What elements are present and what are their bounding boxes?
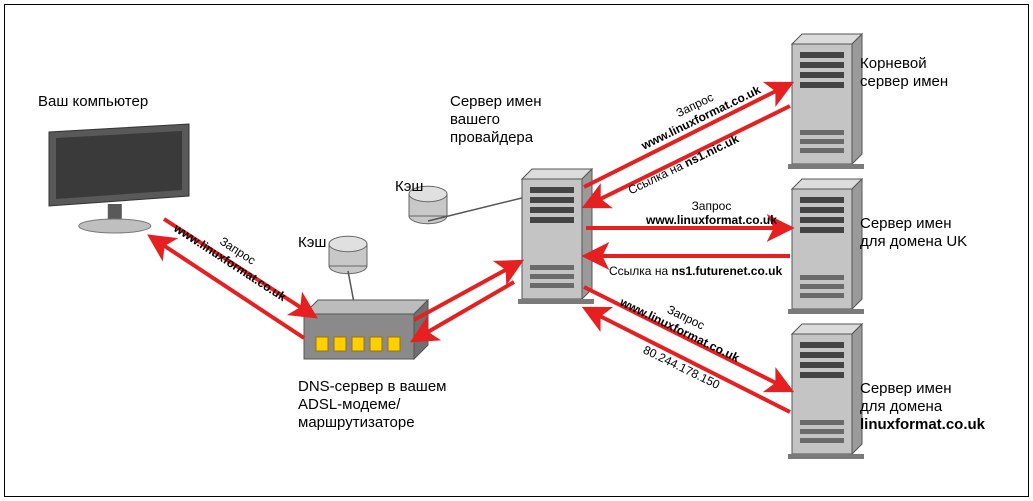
label-root: Корневойсервер имен [860,55,948,91]
label-computer: Ваш компьютер [38,93,148,111]
edge-label-uk-isp-res: Ссылка на ns1.futurenet.co.uk [609,264,782,278]
label-isp: Сервер именвашегопровайдера [450,93,542,147]
label-lf-a: Сервер имендля домена [860,380,952,415]
edge-label-isp-uk-req: Запросwww.linuxformat.co.uk [646,199,777,227]
arrow-isp-root-req [584,84,790,187]
label-cache1: Кэш [298,234,326,252]
label-lf: Сервер имендля домена linuxformat.co.uk [860,380,985,434]
label-router: DNS-сервер в вашемADSL-модеме/маршрутиза… [298,378,446,432]
label-cache2: Кэш [395,178,423,196]
label-uk: Сервер имендля домена UK [860,215,967,251]
label-lf-b: linuxformat.co.uk [860,416,985,433]
